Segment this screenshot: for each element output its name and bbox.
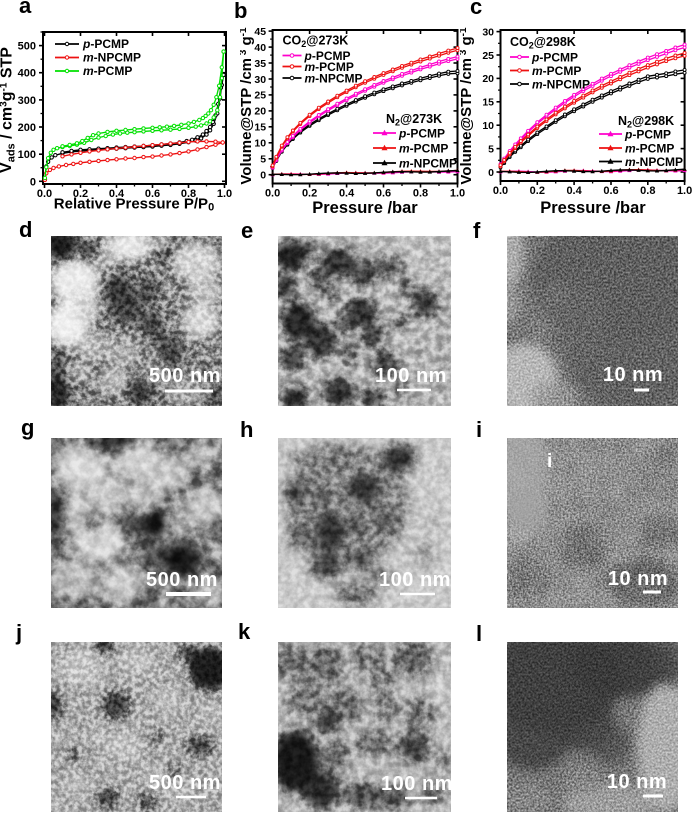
svg-text:5: 5 <box>260 154 266 166</box>
svg-text:1.0: 1.0 <box>450 188 465 200</box>
svg-text:15: 15 <box>482 97 494 109</box>
svg-text:0.0: 0.0 <box>37 188 52 200</box>
svg-text:100 nm: 100 nm <box>375 365 447 387</box>
svg-text:0: 0 <box>488 167 494 179</box>
svg-text:N2@273K: N2@273K <box>386 112 442 128</box>
svg-text:0.4: 0.4 <box>109 188 125 200</box>
svg-text:15: 15 <box>254 122 266 134</box>
svg-text:m-PCMP: m-PCMP <box>399 141 448 155</box>
svg-text:1.0: 1.0 <box>677 185 692 197</box>
svg-text:30: 30 <box>482 26 494 38</box>
svg-text:0.6: 0.6 <box>145 188 160 200</box>
svg-text:20: 20 <box>254 106 266 118</box>
svg-text:m-NPCMP: m-NPCMP <box>532 77 590 91</box>
svg-text:p-PCMP: p-PCMP <box>304 49 351 63</box>
svg-text:10 nm: 10 nm <box>607 771 667 793</box>
svg-text:0.4: 0.4 <box>339 188 355 200</box>
svg-text:300: 300 <box>18 95 36 107</box>
svg-text:10 nm: 10 nm <box>608 568 668 590</box>
svg-text:0.2: 0.2 <box>530 185 545 197</box>
svg-text:10 nm: 10 nm <box>603 364 663 386</box>
svg-text:25: 25 <box>482 50 494 62</box>
svg-text:0: 0 <box>30 176 36 188</box>
svg-text:Pressure /bar: Pressure /bar <box>312 199 418 217</box>
svg-text:p-PCMP: p-PCMP <box>398 126 445 140</box>
svg-text:Relative Pressure P/P0: Relative Pressure P/P0 <box>54 196 214 214</box>
svg-text:0.2: 0.2 <box>73 188 88 200</box>
svg-text:p-PCMP: p-PCMP <box>531 50 578 64</box>
svg-text:m-PCMP: m-PCMP <box>83 64 132 78</box>
svg-text:10: 10 <box>254 138 266 150</box>
svg-text:m-PCMP: m-PCMP <box>532 64 581 78</box>
svg-text:10: 10 <box>482 120 494 132</box>
svg-text:0: 0 <box>260 170 266 182</box>
svg-text:30: 30 <box>254 74 266 86</box>
svg-text:CO2@298K: CO2@298K <box>510 35 576 51</box>
svg-text:p-PCMP: p-PCMP <box>82 37 129 51</box>
svg-text:40: 40 <box>254 42 266 54</box>
svg-text:Volume@STP /cm 3 g-1: Volume@STP /cm 3 g-1 <box>460 27 475 185</box>
svg-text:200: 200 <box>18 122 36 134</box>
svg-text:Pressure /bar: Pressure /bar <box>540 199 646 217</box>
svg-text:45: 45 <box>254 26 266 38</box>
svg-text:0.2: 0.2 <box>302 188 317 200</box>
svg-text:N2@298K: N2@298K <box>618 114 674 130</box>
svg-text:500 nm: 500 nm <box>149 772 221 794</box>
svg-text:m-PCMP: m-PCMP <box>305 60 354 74</box>
svg-text:Volume@STP /cm 3 g-1: Volume@STP /cm 3 g-1 <box>240 27 255 185</box>
svg-text:100 nm: 100 nm <box>381 773 451 795</box>
svg-text:CO2@273K: CO2@273K <box>283 34 349 50</box>
svg-text:m-NPCMP: m-NPCMP <box>305 71 363 85</box>
svg-text:0.6: 0.6 <box>603 185 618 197</box>
svg-text:0.4: 0.4 <box>566 185 582 197</box>
svg-text:0.8: 0.8 <box>181 188 196 200</box>
svg-text:20: 20 <box>482 73 494 85</box>
svg-text:500 nm: 500 nm <box>146 569 218 591</box>
svg-text:100 nm: 100 nm <box>379 569 451 591</box>
svg-text:m-PCMP: m-PCMP <box>625 141 674 155</box>
svg-text:m-NPCMP: m-NPCMP <box>83 51 141 65</box>
svg-text:i: i <box>547 451 552 472</box>
svg-text:500 nm: 500 nm <box>149 365 221 387</box>
svg-text:Vads / cm3g-1 STP: Vads / cm3g-1 STP <box>0 47 18 173</box>
svg-text:400: 400 <box>18 68 36 80</box>
svg-text:0.0: 0.0 <box>265 188 280 200</box>
svg-text:5: 5 <box>488 143 494 155</box>
svg-text:0.0: 0.0 <box>493 185 508 197</box>
svg-text:m-NPCMP: m-NPCMP <box>399 156 457 170</box>
svg-text:0.8: 0.8 <box>413 188 428 200</box>
svg-text:100: 100 <box>18 149 36 161</box>
svg-text:35: 35 <box>254 58 266 70</box>
svg-text:p-PCMP: p-PCMP <box>624 127 671 141</box>
svg-text:m-NPCMP: m-NPCMP <box>625 155 683 169</box>
svg-text:500: 500 <box>18 41 36 53</box>
svg-text:0.8: 0.8 <box>640 185 655 197</box>
svg-text:25: 25 <box>254 90 266 102</box>
svg-text:1.0: 1.0 <box>217 188 232 200</box>
svg-text:0.6: 0.6 <box>376 188 391 200</box>
